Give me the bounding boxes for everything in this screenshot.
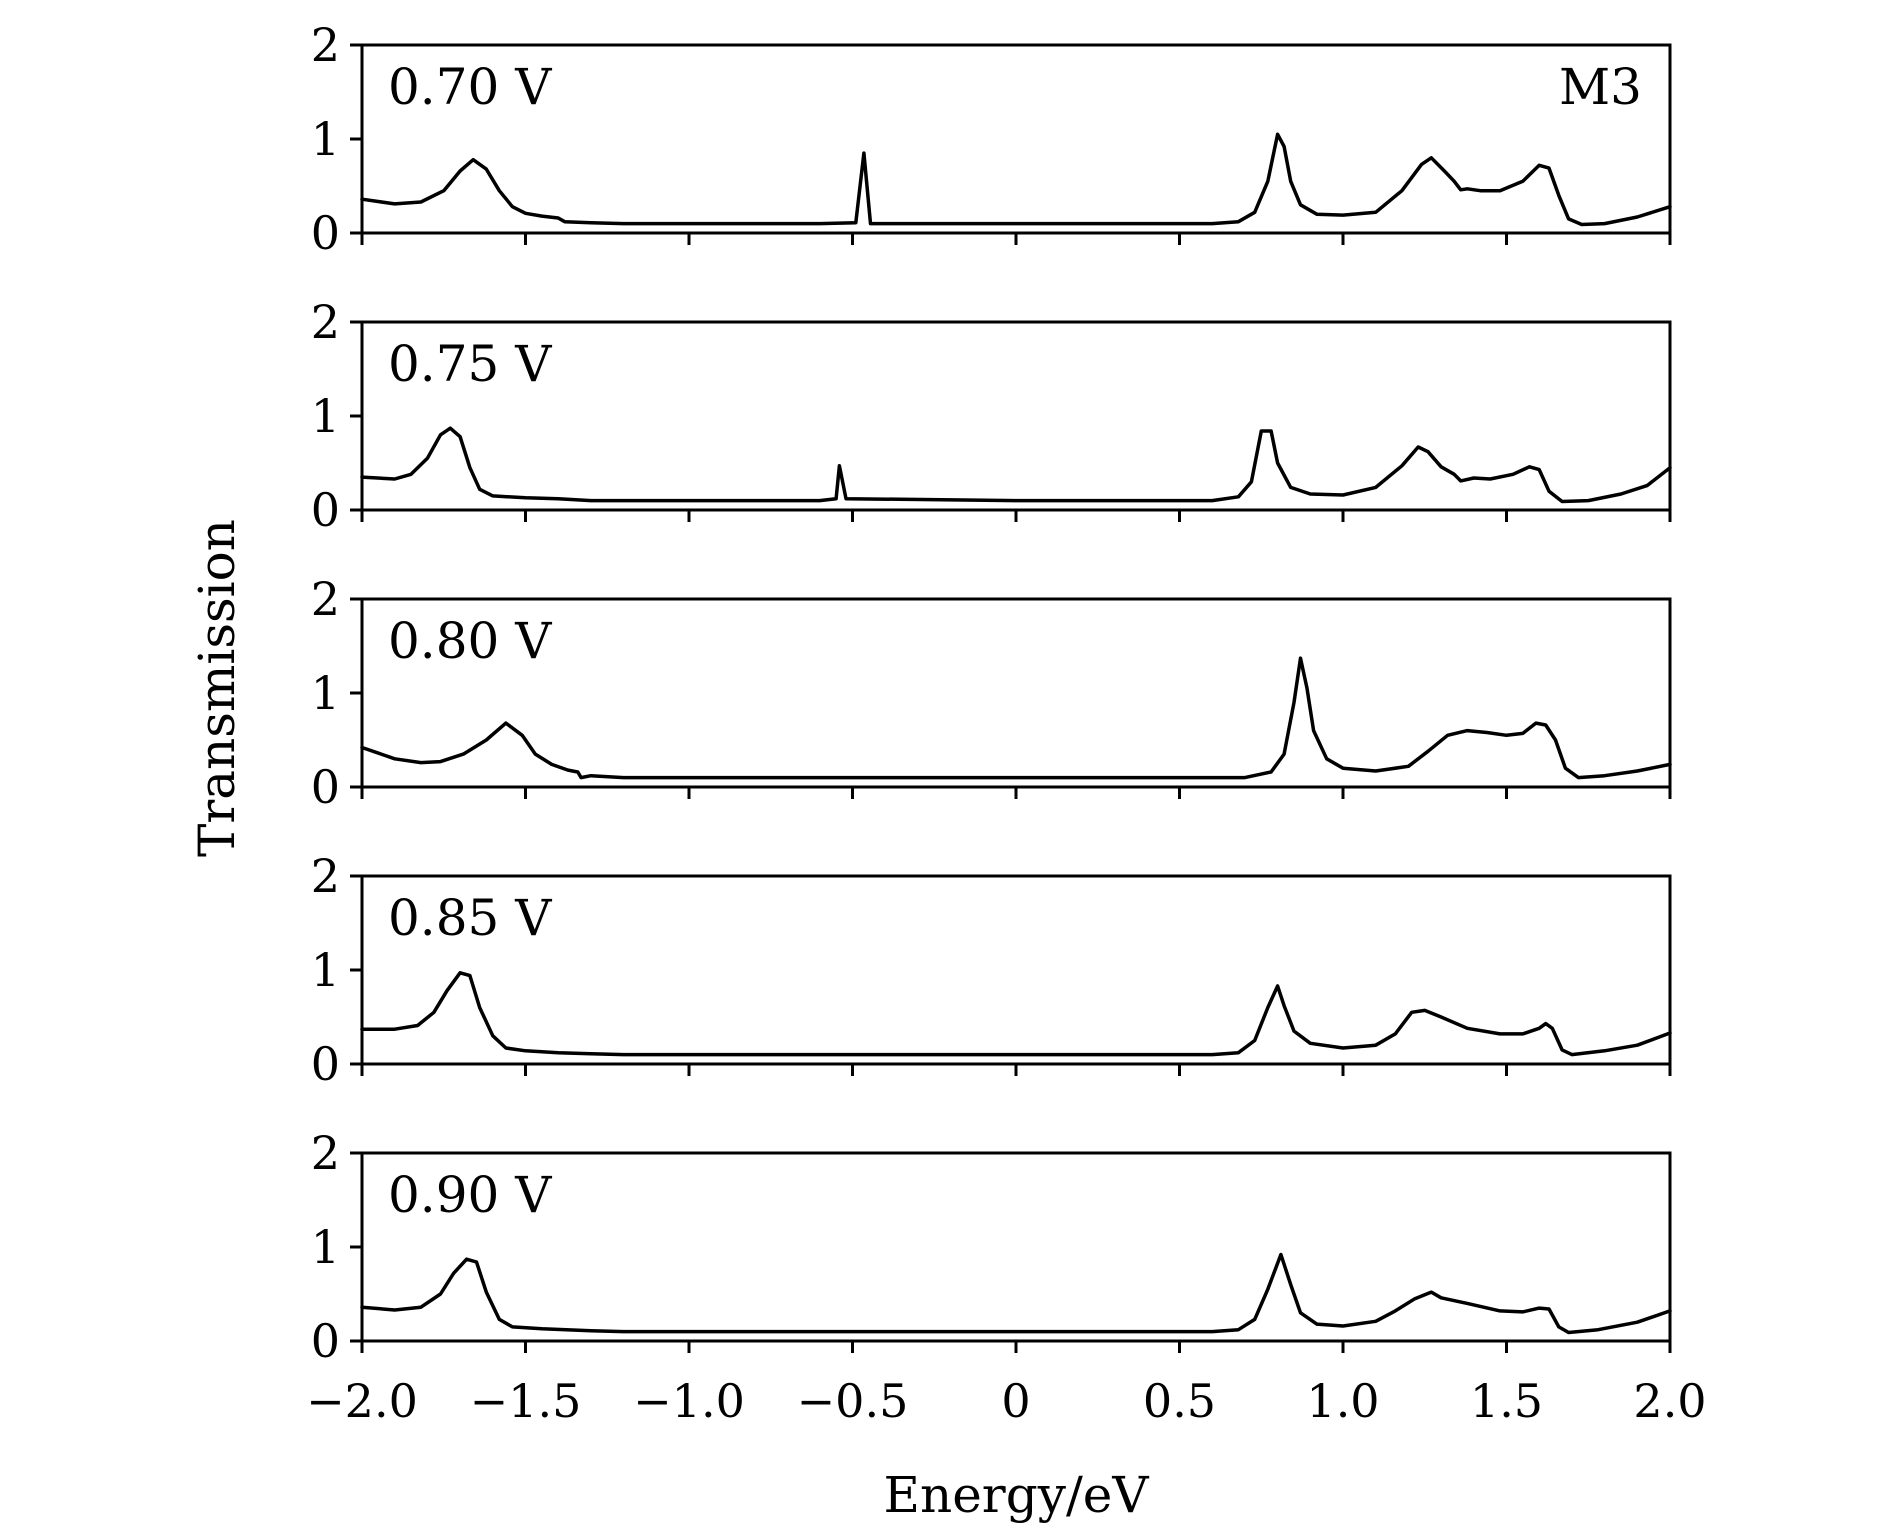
x-tick-label: −0.5 xyxy=(797,1374,909,1428)
transmission-curve xyxy=(360,1252,1672,1335)
transmission-curve xyxy=(360,656,1672,780)
y-tick-label: 1 xyxy=(311,389,340,443)
y-tick-label: 2 xyxy=(311,572,340,626)
panel-voltage-label: 0.70 V xyxy=(388,58,552,116)
panel-voltage-label: 0.75 V xyxy=(388,335,552,393)
x-tick-label: 1.0 xyxy=(1306,1374,1379,1428)
transmission-curve xyxy=(360,132,1672,227)
panel-4: 0 1 2 0.85 V xyxy=(311,849,1672,1091)
panel-frame xyxy=(360,43,1672,235)
panel-frame xyxy=(360,320,1672,512)
y-tick-label: 0 xyxy=(311,760,340,814)
panel-voltage-label: 0.80 V xyxy=(388,612,552,670)
x-tick-label: −2.0 xyxy=(306,1374,418,1428)
panel-voltage-label: 0.90 V xyxy=(388,1166,552,1224)
panel-1: 0 1 2 0.70 V xyxy=(311,18,1672,260)
y-tick-label: 2 xyxy=(311,849,340,903)
transmission-curve xyxy=(360,971,1672,1057)
y-tick-label: 1 xyxy=(311,666,340,720)
y-tick-label: 2 xyxy=(311,18,340,72)
y-tick-label: 1 xyxy=(311,112,340,166)
corner-label-m3: M3 xyxy=(1559,58,1642,116)
x-tick-label: 2.0 xyxy=(1633,1374,1706,1428)
y-tick-label: 1 xyxy=(311,1220,340,1274)
y-tick-label: 0 xyxy=(311,1314,340,1368)
y-tick-label: 2 xyxy=(311,1126,340,1180)
panel-voltage-label: 0.85 V xyxy=(388,889,552,947)
y-tick-label: 1 xyxy=(311,943,340,997)
x-tick-labels: −2.0 −1.5 −1.0 −0.5 0 0.5 1.0 1.5 2.0 xyxy=(306,1374,1706,1428)
x-axis-title: Energy/eV xyxy=(884,1466,1150,1524)
panel-frame xyxy=(360,597,1672,789)
panel-frame xyxy=(360,1151,1672,1343)
transmission-curve xyxy=(360,426,1672,504)
y-tick-label: 0 xyxy=(311,206,340,260)
x-tick-label: −1.5 xyxy=(470,1374,582,1428)
y-axis-title: Transmission xyxy=(188,519,246,857)
panel-3: 0 1 2 0.80 V xyxy=(311,572,1672,814)
y-tick-label: 2 xyxy=(311,295,340,349)
x-tick-label: 0.5 xyxy=(1143,1374,1216,1428)
x-tick-label: 0 xyxy=(1001,1374,1030,1428)
panel-frame xyxy=(360,874,1672,1066)
x-tick-label: −1.0 xyxy=(633,1374,745,1428)
panel-5: 0 1 2 0.90 V xyxy=(311,1126,1672,1368)
y-tick-label: 0 xyxy=(311,483,340,537)
y-tick-label: 0 xyxy=(311,1037,340,1091)
x-tick-label: 1.5 xyxy=(1470,1374,1543,1428)
panel-2: 0 1 2 0.75 V xyxy=(311,295,1672,537)
